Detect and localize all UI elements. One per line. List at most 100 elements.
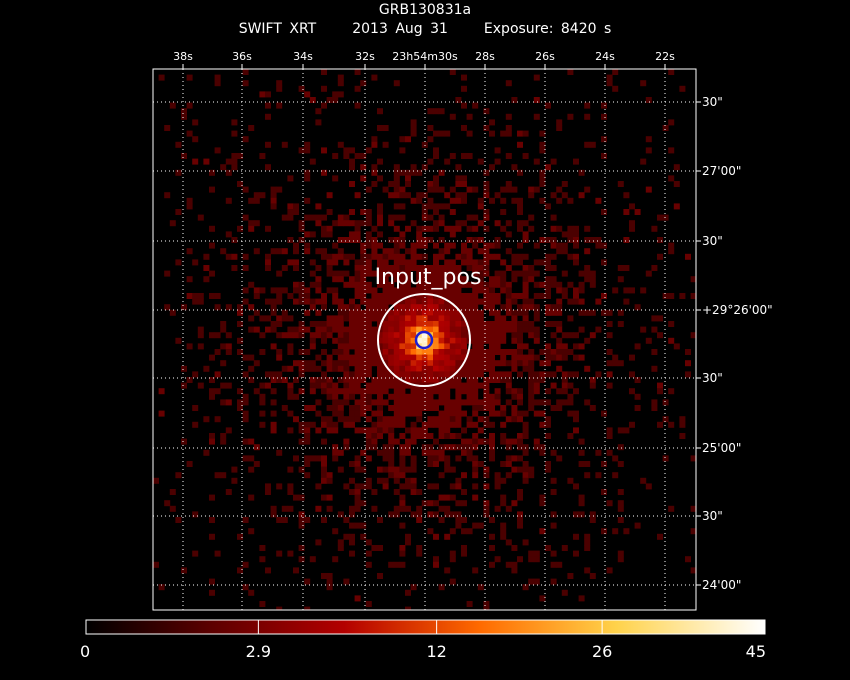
count-pixel xyxy=(483,281,490,288)
count-pixel xyxy=(522,293,529,299)
count-pixel xyxy=(455,192,462,199)
count-pixel xyxy=(371,332,378,339)
count-pixel xyxy=(455,433,462,439)
count-pixel xyxy=(371,349,378,355)
count-pixel xyxy=(276,332,283,339)
count-pixel xyxy=(584,225,591,232)
count-pixel xyxy=(405,477,411,484)
count-pixel xyxy=(617,500,624,507)
count-pixel xyxy=(405,225,411,232)
count-pixel xyxy=(349,276,355,283)
count-pixel xyxy=(539,147,546,154)
count-pixel xyxy=(220,438,227,445)
count-pixel xyxy=(259,153,266,159)
count-pixel xyxy=(511,197,518,204)
count-pixel xyxy=(533,550,540,557)
count-pixel xyxy=(438,304,445,311)
count-pixel xyxy=(158,410,165,417)
count-pixel xyxy=(438,186,445,193)
count-pixel xyxy=(265,483,271,490)
count-pixel xyxy=(343,337,350,344)
count-pixel xyxy=(405,539,411,546)
count-pixel xyxy=(349,181,355,187)
count-pixel xyxy=(393,489,400,495)
count-pixel xyxy=(427,337,434,344)
count-pixel xyxy=(410,248,417,255)
count-pixel xyxy=(539,293,546,299)
count-pixel xyxy=(472,102,479,109)
count-pixel xyxy=(545,354,551,361)
count-pixel xyxy=(393,225,400,232)
count-pixel xyxy=(309,365,316,372)
count-pixel xyxy=(192,259,199,266)
count-pixel xyxy=(248,225,255,232)
count-pixel xyxy=(433,332,439,339)
count-pixel xyxy=(203,365,210,372)
count-pixel xyxy=(511,393,518,400)
count-pixel xyxy=(248,365,255,372)
count-pixel xyxy=(405,354,411,361)
count-pixel xyxy=(545,321,551,327)
count-pixel xyxy=(567,371,574,378)
count-pixel xyxy=(500,522,507,529)
count-pixel xyxy=(326,231,333,238)
count-pixel xyxy=(410,304,417,311)
count-pixel xyxy=(606,567,613,574)
count-pixel xyxy=(438,427,445,434)
count-pixel xyxy=(399,371,406,378)
count-pixel xyxy=(433,483,439,490)
count-pixel xyxy=(517,197,523,204)
count-pixel xyxy=(360,265,367,271)
count-pixel xyxy=(685,349,691,355)
count-pixel xyxy=(584,186,591,193)
ra-tick-label: 24s xyxy=(595,50,615,63)
count-pixel xyxy=(315,483,322,490)
count-pixel xyxy=(332,410,339,417)
count-pixel xyxy=(253,220,260,227)
count-pixel xyxy=(382,248,389,255)
count-pixel xyxy=(522,309,529,316)
count-pixel xyxy=(455,337,462,344)
count-pixel xyxy=(309,259,316,266)
count-pixel xyxy=(382,253,389,260)
count-pixel xyxy=(410,461,417,467)
count-pixel xyxy=(533,186,540,193)
count-pixel xyxy=(410,125,417,131)
count-pixel xyxy=(595,449,602,456)
count-pixel xyxy=(371,298,378,305)
count-pixel xyxy=(410,337,417,344)
count-pixel xyxy=(433,388,439,395)
count-pixel xyxy=(539,130,546,137)
count-pixel xyxy=(181,382,187,389)
count-pixel xyxy=(393,393,400,400)
count-pixel xyxy=(192,158,199,165)
count-pixel xyxy=(461,444,467,451)
count-pixel xyxy=(332,382,339,389)
count-pixel xyxy=(433,259,439,266)
count-pixel xyxy=(561,231,568,238)
count-pixel xyxy=(377,332,383,339)
count-pixel xyxy=(169,309,176,316)
count-pixel xyxy=(427,421,434,428)
count-pixel xyxy=(629,225,635,232)
count-pixel xyxy=(214,550,221,557)
count-pixel xyxy=(276,293,283,299)
count-pixel xyxy=(360,399,367,406)
count-pixel xyxy=(561,287,568,294)
count-pixel xyxy=(410,265,417,271)
count-pixel xyxy=(393,410,400,417)
count-pixel xyxy=(500,276,507,283)
count-pixel xyxy=(354,259,361,266)
count-pixel xyxy=(259,287,266,294)
count-pixel xyxy=(326,354,333,361)
count-pixel xyxy=(668,421,675,428)
count-pixel xyxy=(332,293,339,299)
count-pixel xyxy=(405,438,411,445)
count-pixel xyxy=(584,141,591,148)
count-pixel xyxy=(483,382,490,389)
count-pixel xyxy=(265,164,271,171)
count-pixel xyxy=(337,545,344,551)
count-pixel xyxy=(365,561,372,568)
count-pixel xyxy=(427,315,434,322)
count-pixel xyxy=(505,231,512,238)
